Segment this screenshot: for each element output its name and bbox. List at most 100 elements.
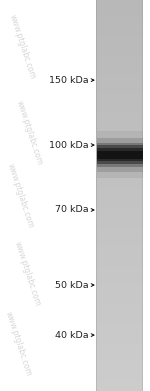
Bar [96,86,143,87]
Bar [96,344,143,345]
Bar [96,70,143,72]
Bar [96,388,143,390]
Bar [96,201,143,202]
Bar [96,351,143,352]
Bar [96,280,143,282]
Bar [96,39,143,40]
Bar [96,57,143,59]
Bar [96,150,143,151]
Bar [96,163,143,164]
Bar [96,155,143,156]
Bar [96,231,143,232]
Text: www.ptglabc.com: www.ptglabc.com [6,162,35,229]
Bar [96,319,143,321]
Bar [96,317,143,318]
Bar [96,25,143,26]
Bar [96,138,143,140]
Bar [96,326,143,327]
Bar [96,36,143,38]
Bar [96,263,143,265]
Bar [96,357,143,359]
Bar [96,380,143,382]
Bar [96,259,143,261]
Bar [96,132,143,133]
Bar [96,145,143,146]
Bar [96,359,143,360]
Bar [96,228,143,230]
Bar [96,341,143,343]
Bar [96,235,143,236]
Bar [96,34,143,35]
Bar [96,245,143,246]
Bar [96,246,143,248]
Bar [96,13,143,14]
Bar [96,379,143,380]
Bar [96,305,143,306]
Bar [96,79,143,81]
Bar [96,8,143,9]
Bar [96,242,143,244]
Bar [96,310,143,312]
Bar [96,165,143,167]
Bar [96,40,143,42]
Bar [96,215,143,216]
Bar [96,347,143,348]
Bar [96,42,143,43]
Bar [96,17,143,18]
Bar [96,318,143,319]
Bar [96,142,143,143]
Bar [96,297,143,298]
Bar [96,103,143,104]
Bar [96,261,143,262]
Bar [96,83,143,85]
Bar [96,23,143,25]
Bar [96,330,143,331]
Bar [96,81,143,82]
Bar [96,207,143,208]
Bar [96,136,143,137]
Bar [96,371,143,373]
Bar [96,210,143,211]
Bar [96,104,143,106]
Bar [96,146,143,147]
Bar [96,332,143,334]
Bar [96,1,143,3]
Bar [96,302,143,304]
Bar [96,91,143,93]
Bar [96,216,143,218]
Bar [96,154,143,155]
Bar [96,193,143,194]
Text: www.ptglabc.com: www.ptglabc.com [15,99,45,167]
Bar [96,115,143,116]
Bar [96,339,143,340]
Bar [96,378,143,379]
Bar [96,322,143,323]
Bar [96,386,143,387]
Bar [96,198,143,199]
Bar [96,118,143,120]
Bar [96,335,143,336]
Bar [96,349,143,351]
Bar [96,122,143,124]
Bar [96,250,143,251]
Bar [96,108,143,109]
Bar [96,129,143,130]
Bar [96,220,143,222]
Bar [96,183,143,184]
Bar [96,59,143,60]
Bar [96,173,143,175]
Bar [96,282,143,283]
Bar [96,116,143,117]
Bar [96,26,143,27]
Bar [96,111,143,112]
Bar [96,5,143,7]
Bar [96,308,143,309]
Bar [96,90,143,91]
Bar [96,159,143,160]
Bar [96,211,143,212]
Bar [96,156,143,158]
Bar [96,192,143,193]
Bar [96,304,143,305]
Bar [96,75,143,77]
Bar [96,143,143,145]
